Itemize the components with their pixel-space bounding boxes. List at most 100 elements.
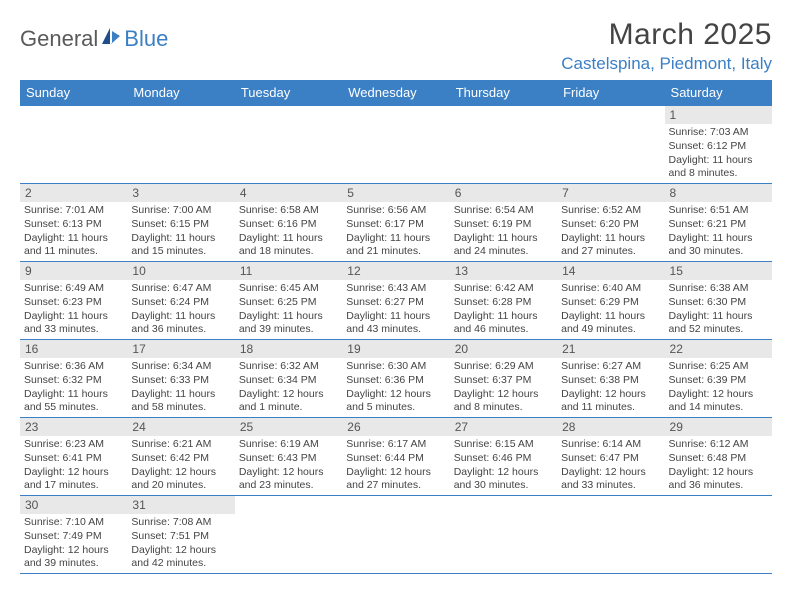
day-number: 26 (342, 418, 449, 436)
day-sunrise: Sunrise: 6:36 AM (24, 360, 123, 374)
day-number: 17 (127, 340, 234, 358)
day-sunset: Sunset: 6:30 PM (669, 296, 768, 310)
day-number: 21 (557, 340, 664, 358)
calendar-cell: 2Sunrise: 7:01 AMSunset: 6:13 PMDaylight… (20, 184, 127, 262)
day-details: Sunrise: 6:25 AMSunset: 6:39 PMDaylight:… (665, 358, 772, 417)
day-daylight: Daylight: 11 hours and 43 minutes. (346, 310, 445, 337)
day-sunset: Sunset: 6:34 PM (239, 374, 338, 388)
day-daylight: Daylight: 11 hours and 49 minutes. (561, 310, 660, 337)
weekday-header-row: Sunday Monday Tuesday Wednesday Thursday… (20, 80, 772, 106)
calendar-cell: 24Sunrise: 6:21 AMSunset: 6:42 PMDayligh… (127, 418, 234, 496)
day-daylight: Daylight: 12 hours and 8 minutes. (454, 388, 553, 415)
calendar-cell: 19Sunrise: 6:30 AMSunset: 6:36 PMDayligh… (342, 340, 449, 418)
day-daylight: Daylight: 12 hours and 1 minute. (239, 388, 338, 415)
day-details: Sunrise: 6:36 AMSunset: 6:32 PMDaylight:… (20, 358, 127, 417)
day-details: Sunrise: 6:47 AMSunset: 6:24 PMDaylight:… (127, 280, 234, 339)
day-details: Sunrise: 6:40 AMSunset: 6:29 PMDaylight:… (557, 280, 664, 339)
day-sunrise: Sunrise: 6:52 AM (561, 204, 660, 218)
day-sunset: Sunset: 6:19 PM (454, 218, 553, 232)
calendar-cell: 4Sunrise: 6:58 AMSunset: 6:16 PMDaylight… (235, 184, 342, 262)
day-sunset: Sunset: 6:43 PM (239, 452, 338, 466)
day-daylight: Daylight: 11 hours and 30 minutes. (669, 232, 768, 259)
day-details: Sunrise: 6:21 AMSunset: 6:42 PMDaylight:… (127, 436, 234, 495)
day-sunrise: Sunrise: 7:00 AM (131, 204, 230, 218)
day-number: 6 (450, 184, 557, 202)
day-number: 31 (127, 496, 234, 514)
day-number: 28 (557, 418, 664, 436)
title-block: March 2025 Castelspina, Piedmont, Italy (561, 18, 772, 74)
calendar-cell: 7Sunrise: 6:52 AMSunset: 6:20 PMDaylight… (557, 184, 664, 262)
day-sunrise: Sunrise: 6:30 AM (346, 360, 445, 374)
weekday-header: Wednesday (342, 80, 449, 106)
day-daylight: Daylight: 12 hours and 27 minutes. (346, 466, 445, 493)
day-number: 23 (20, 418, 127, 436)
day-details: Sunrise: 6:27 AMSunset: 6:38 PMDaylight:… (557, 358, 664, 417)
day-sunrise: Sunrise: 6:14 AM (561, 438, 660, 452)
day-number: 10 (127, 262, 234, 280)
calendar-cell (127, 106, 234, 184)
day-details: Sunrise: 7:10 AMSunset: 7:49 PMDaylight:… (20, 514, 127, 573)
day-sunset: Sunset: 6:28 PM (454, 296, 553, 310)
day-details: Sunrise: 6:56 AMSunset: 6:17 PMDaylight:… (342, 202, 449, 261)
logo: General Blue (20, 26, 168, 52)
calendar-table: Sunday Monday Tuesday Wednesday Thursday… (20, 80, 772, 574)
day-details: Sunrise: 6:58 AMSunset: 6:16 PMDaylight:… (235, 202, 342, 261)
day-sunrise: Sunrise: 7:03 AM (669, 126, 768, 140)
day-sunset: Sunset: 6:27 PM (346, 296, 445, 310)
day-details: Sunrise: 6:30 AMSunset: 6:36 PMDaylight:… (342, 358, 449, 417)
day-number: 24 (127, 418, 234, 436)
day-number: 11 (235, 262, 342, 280)
day-daylight: Daylight: 11 hours and 36 minutes. (131, 310, 230, 337)
day-sunrise: Sunrise: 6:56 AM (346, 204, 445, 218)
day-sunrise: Sunrise: 6:45 AM (239, 282, 338, 296)
calendar-cell (557, 106, 664, 184)
day-details: Sunrise: 6:45 AMSunset: 6:25 PMDaylight:… (235, 280, 342, 339)
day-sunrise: Sunrise: 6:54 AM (454, 204, 553, 218)
calendar-cell (342, 496, 449, 574)
day-daylight: Daylight: 12 hours and 36 minutes. (669, 466, 768, 493)
calendar-row: 30Sunrise: 7:10 AMSunset: 7:49 PMDayligh… (20, 496, 772, 574)
day-sunrise: Sunrise: 6:25 AM (669, 360, 768, 374)
day-sunset: Sunset: 6:47 PM (561, 452, 660, 466)
day-sunrise: Sunrise: 6:23 AM (24, 438, 123, 452)
day-sunrise: Sunrise: 6:51 AM (669, 204, 768, 218)
calendar-cell: 22Sunrise: 6:25 AMSunset: 6:39 PMDayligh… (665, 340, 772, 418)
day-sunset: Sunset: 7:51 PM (131, 530, 230, 544)
day-sunset: Sunset: 6:12 PM (669, 140, 768, 154)
day-daylight: Daylight: 11 hours and 39 minutes. (239, 310, 338, 337)
day-details: Sunrise: 6:51 AMSunset: 6:21 PMDaylight:… (665, 202, 772, 261)
day-daylight: Daylight: 11 hours and 33 minutes. (24, 310, 123, 337)
calendar-cell: 5Sunrise: 6:56 AMSunset: 6:17 PMDaylight… (342, 184, 449, 262)
day-daylight: Daylight: 12 hours and 30 minutes. (454, 466, 553, 493)
calendar-cell: 23Sunrise: 6:23 AMSunset: 6:41 PMDayligh… (20, 418, 127, 496)
day-number: 16 (20, 340, 127, 358)
weekday-header: Friday (557, 80, 664, 106)
day-sunset: Sunset: 6:39 PM (669, 374, 768, 388)
day-sunset: Sunset: 6:38 PM (561, 374, 660, 388)
day-details: Sunrise: 6:23 AMSunset: 6:41 PMDaylight:… (20, 436, 127, 495)
day-details: Sunrise: 6:12 AMSunset: 6:48 PMDaylight:… (665, 436, 772, 495)
day-sunset: Sunset: 6:20 PM (561, 218, 660, 232)
day-daylight: Daylight: 12 hours and 11 minutes. (561, 388, 660, 415)
day-sunset: Sunset: 6:44 PM (346, 452, 445, 466)
day-sunset: Sunset: 6:21 PM (669, 218, 768, 232)
calendar-cell: 10Sunrise: 6:47 AMSunset: 6:24 PMDayligh… (127, 262, 234, 340)
day-details: Sunrise: 6:49 AMSunset: 6:23 PMDaylight:… (20, 280, 127, 339)
day-daylight: Daylight: 11 hours and 21 minutes. (346, 232, 445, 259)
day-daylight: Daylight: 11 hours and 58 minutes. (131, 388, 230, 415)
day-details: Sunrise: 6:29 AMSunset: 6:37 PMDaylight:… (450, 358, 557, 417)
day-number: 9 (20, 262, 127, 280)
logo-text-1: General (20, 26, 98, 52)
calendar-cell: 1Sunrise: 7:03 AMSunset: 6:12 PMDaylight… (665, 106, 772, 184)
day-daylight: Daylight: 11 hours and 18 minutes. (239, 232, 338, 259)
day-daylight: Daylight: 11 hours and 46 minutes. (454, 310, 553, 337)
location-subtitle: Castelspina, Piedmont, Italy (561, 54, 772, 74)
day-sunset: Sunset: 6:17 PM (346, 218, 445, 232)
day-sunset: Sunset: 6:24 PM (131, 296, 230, 310)
day-daylight: Daylight: 12 hours and 20 minutes. (131, 466, 230, 493)
day-details: Sunrise: 6:32 AMSunset: 6:34 PMDaylight:… (235, 358, 342, 417)
day-daylight: Daylight: 12 hours and 14 minutes. (669, 388, 768, 415)
day-number: 2 (20, 184, 127, 202)
day-details: Sunrise: 6:14 AMSunset: 6:47 PMDaylight:… (557, 436, 664, 495)
day-number: 27 (450, 418, 557, 436)
